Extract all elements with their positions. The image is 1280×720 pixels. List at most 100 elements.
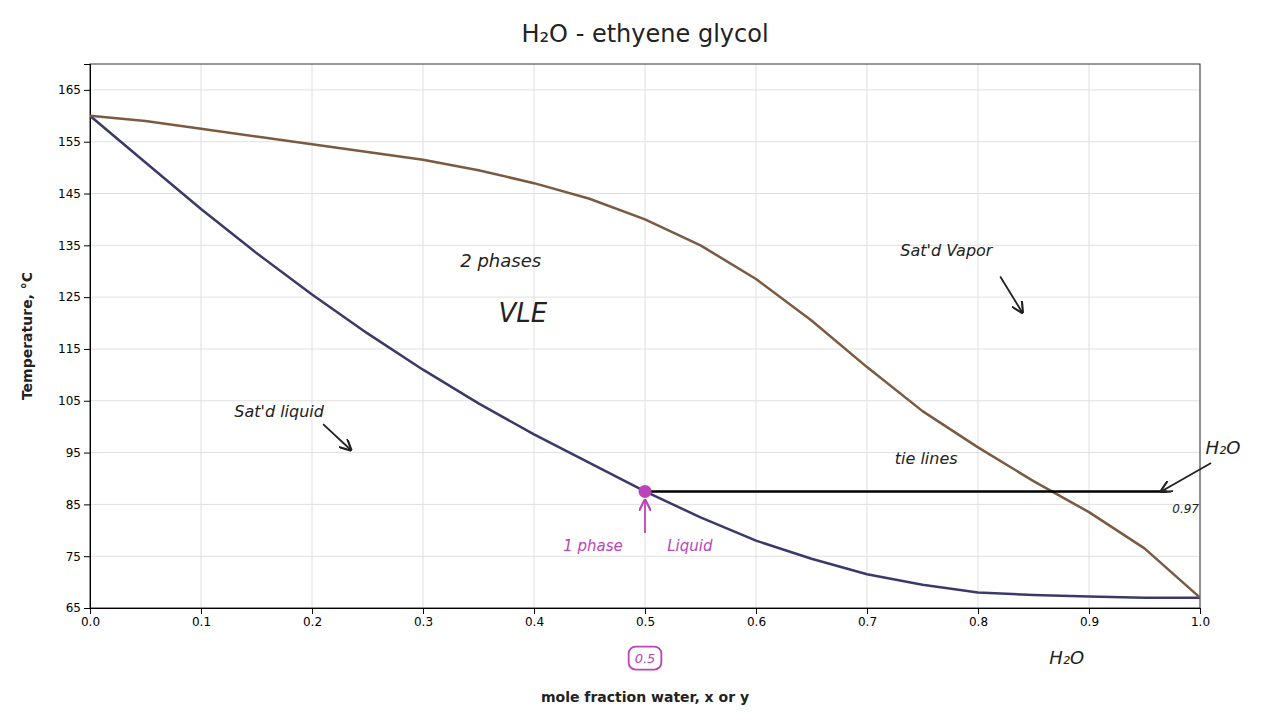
x-axis-tick-label: 0.5 bbox=[636, 615, 655, 629]
annotation-box bbox=[629, 647, 662, 670]
annotation-text: H₂O bbox=[1206, 437, 1241, 458]
y-grid-line bbox=[90, 297, 1200, 298]
x-axis-tick-label: 0.1 bbox=[192, 615, 211, 629]
y-grid-line bbox=[90, 556, 1200, 557]
annotation-arrow bbox=[1000, 276, 1022, 312]
y-axis-tick-mark bbox=[84, 401, 90, 402]
y-axis-tick-mark bbox=[84, 142, 90, 143]
y-axis-tick-mark bbox=[84, 556, 90, 557]
x-axis-tick-mark bbox=[1089, 608, 1090, 614]
y-axis-tick-mark bbox=[84, 297, 90, 298]
series-line bbox=[645, 490, 1167, 493]
x-axis-tick-label: 0.4 bbox=[525, 615, 544, 629]
y-axis-tick: 135 bbox=[58, 239, 90, 253]
x-axis-tick-mark bbox=[756, 608, 757, 614]
x-axis-tick-mark bbox=[534, 608, 535, 614]
y-axis-tick-mark bbox=[84, 194, 90, 195]
x-axis: 0.00.10.20.30.40.50.60.70.80.91.0 bbox=[81, 608, 1210, 629]
y-axis: 65 75 85 95 105 115 125 135 145 155 165 bbox=[58, 65, 90, 616]
y-axis-tick: 105 bbox=[58, 394, 90, 408]
x-axis-tick: 0.6 bbox=[747, 608, 766, 629]
x-axis-tick-label: 0.9 bbox=[1080, 615, 1099, 629]
y-axis-title: Temperature, °C bbox=[19, 272, 35, 400]
x-axis-tick-mark bbox=[312, 608, 313, 614]
annotation-arrow bbox=[644, 500, 646, 533]
y-axis-tick-label: 145 bbox=[58, 187, 81, 201]
y-axis-tick: 165 bbox=[58, 83, 90, 97]
x-grid-line bbox=[756, 64, 757, 608]
y-axis-tick: 85 bbox=[66, 498, 90, 512]
y-grid-line bbox=[90, 452, 1200, 453]
annotation: H₂O bbox=[1206, 437, 1241, 458]
x-axis-tick-mark bbox=[867, 608, 868, 614]
y-axis-tick: 95 bbox=[66, 446, 90, 460]
annotation: Liquid bbox=[667, 537, 713, 555]
x-axis-tick: 0.2 bbox=[303, 608, 322, 629]
series-line bbox=[90, 116, 1200, 598]
annotation: tie lines bbox=[895, 449, 958, 468]
annotation-text: H₂O bbox=[1049, 647, 1084, 668]
annotation-text: 0.5 bbox=[635, 651, 656, 666]
annotation: VLE bbox=[499, 298, 548, 328]
annotation-text: tie lines bbox=[895, 449, 958, 468]
annotation-text: 1 phase bbox=[563, 537, 623, 555]
x-grid-line bbox=[978, 64, 979, 608]
annotation: Sat'd Vapor bbox=[900, 241, 994, 260]
x-axis-tick-mark bbox=[201, 608, 202, 614]
x-grid-line bbox=[867, 64, 868, 608]
series-line bbox=[90, 116, 1200, 598]
y-axis-tick-label: 125 bbox=[58, 290, 81, 304]
annotation-text: Sat'd liquid bbox=[234, 402, 325, 421]
y-axis-tick-label: 155 bbox=[58, 135, 81, 149]
y-axis-tick-mark bbox=[84, 245, 90, 246]
x-axis-tick-mark bbox=[645, 608, 646, 614]
annotation-text: VLE bbox=[499, 298, 548, 328]
x-axis-tick: 0.1 bbox=[192, 608, 211, 629]
annotation-text: Sat'd Vapor bbox=[900, 241, 994, 260]
y-axis-tick: 65 bbox=[66, 601, 90, 615]
x-axis-title: mole fraction water, x or y bbox=[541, 689, 749, 705]
x-grid-line bbox=[201, 64, 202, 608]
y-axis-tick-mark bbox=[84, 608, 90, 609]
y-grid-line bbox=[90, 348, 1200, 349]
x-axis-tick-mark bbox=[1200, 608, 1201, 614]
annotation: 1 phase bbox=[563, 537, 623, 555]
marks bbox=[90, 116, 1200, 598]
annotation-text: Liquid bbox=[667, 537, 713, 555]
y-axis-tick-mark bbox=[84, 453, 90, 454]
y-axis-tick-mark bbox=[84, 90, 90, 91]
x-axis-tick-label: 1.0 bbox=[1191, 615, 1210, 629]
y-grid-line bbox=[90, 89, 1200, 90]
y-axis-tick-mark bbox=[84, 504, 90, 505]
y-axis-tick: 145 bbox=[58, 187, 90, 201]
y-axis-tick: 125 bbox=[58, 290, 90, 304]
y-axis-tick-label: 115 bbox=[58, 342, 81, 356]
annotation: 2 phases bbox=[460, 250, 541, 271]
x-axis-tick-label: 0.0 bbox=[81, 615, 100, 629]
x-grid-line bbox=[645, 64, 646, 608]
x-axis-tick: 0.0 bbox=[81, 608, 100, 629]
y-axis-tick: 75 bbox=[66, 550, 90, 564]
annotation-text: 2 phases bbox=[460, 250, 541, 271]
x-axis-tick-label: 0.6 bbox=[747, 615, 766, 629]
x-axis-line bbox=[91, 609, 1201, 615]
x-axis-tick: 1.0 bbox=[1191, 608, 1210, 629]
x-axis-tick-mark bbox=[423, 608, 424, 614]
y-axis-tick-label: 95 bbox=[66, 446, 81, 460]
grid bbox=[90, 64, 1200, 608]
y-axis-tick-label: 105 bbox=[58, 394, 81, 408]
y-axis-line bbox=[84, 65, 91, 609]
y-axis-tick: 155 bbox=[58, 135, 90, 149]
y-grid-line bbox=[90, 245, 1200, 246]
annotation: Sat'd liquid bbox=[234, 402, 325, 421]
x-axis-tick-mark bbox=[978, 608, 979, 614]
annotation-text: 0.97 bbox=[1172, 502, 1199, 516]
x-axis-tick-label: 0.2 bbox=[303, 615, 322, 629]
y-axis-tick-label: 165 bbox=[58, 83, 81, 97]
y-axis-tick-label: 85 bbox=[66, 498, 81, 512]
x-axis-tick: 0.4 bbox=[525, 608, 544, 629]
annotation-arrow bbox=[1161, 463, 1211, 491]
x-grid-line bbox=[534, 64, 535, 608]
series-point bbox=[639, 485, 652, 498]
x-axis-tick: 0.7 bbox=[858, 608, 877, 629]
